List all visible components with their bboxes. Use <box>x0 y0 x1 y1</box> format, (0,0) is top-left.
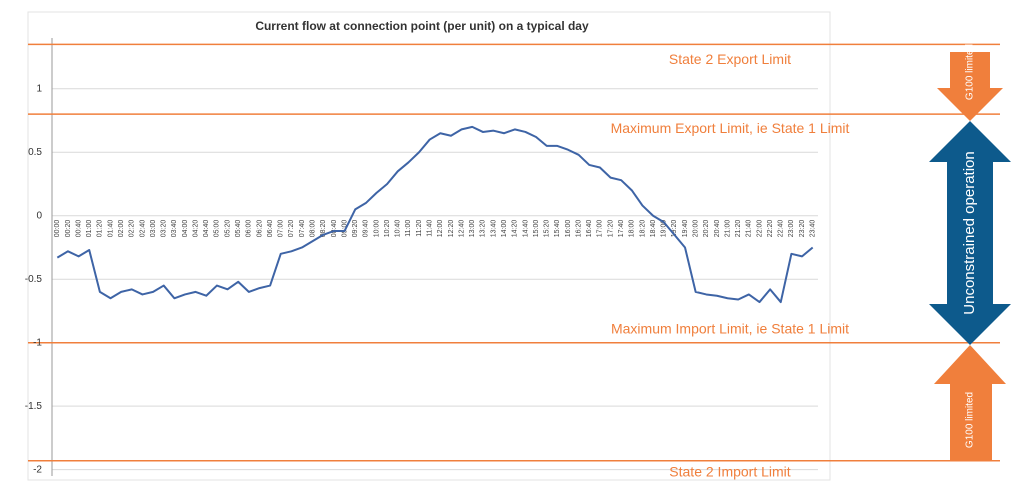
y-tick-label: -1.5 <box>25 401 43 412</box>
x-tick-label: 07:00 <box>278 220 285 238</box>
x-tick-label: 08:40 <box>331 220 338 238</box>
x-tick-label: 00:00 <box>54 220 61 238</box>
x-tick-label: 02:00 <box>118 220 125 238</box>
x-tick-label: 03:20 <box>161 220 168 238</box>
limit-label: Maximum Export Limit, ie State 1 Limit <box>611 120 850 136</box>
arrow-label: G100 limited <box>965 44 976 100</box>
arrow-label: Unconstrained operation <box>961 151 978 314</box>
limit-label: State 2 Export Limit <box>669 51 791 67</box>
x-tick-label: 05:20 <box>224 220 231 238</box>
data-line <box>56 125 814 304</box>
x-tick-label: 11:20 <box>416 220 423 237</box>
x-tick-label: 01:40 <box>107 220 114 238</box>
x-tick-label: 23:20 <box>799 220 806 238</box>
x-tick-label: 18:20 <box>639 220 646 238</box>
x-tick-label: 00:40 <box>75 220 82 238</box>
x-tick-label: 18:00 <box>629 220 636 238</box>
x-tick-label: 20:20 <box>703 220 710 238</box>
arrow-label: G100 limited <box>965 392 976 448</box>
x-tick-label: 20:40 <box>714 220 721 238</box>
x-tick-label: 08:20 <box>320 220 327 238</box>
x-tick-label: 02:20 <box>129 220 136 238</box>
x-tick-label: 02:40 <box>139 220 146 238</box>
limit-label: State 2 Import Limit <box>669 463 790 479</box>
x-tick-label: 23:40 <box>810 220 817 238</box>
x-tick-label: 19:40 <box>682 220 689 238</box>
y-tick-label: 0 <box>36 210 42 221</box>
x-tick-label: 21:00 <box>724 220 731 238</box>
limit-label: Maximum Import Limit, ie State 1 Limit <box>611 320 849 336</box>
x-tick-label: 11:00 <box>405 220 412 237</box>
x-tick-label: 18:40 <box>650 220 657 238</box>
y-tick-label: -1 <box>33 337 42 348</box>
x-tick-label: 14:40 <box>522 220 529 238</box>
x-tick-label: 13:40 <box>490 220 497 238</box>
x-tick-label: 09:20 <box>352 220 359 238</box>
x-tick-label: 19:20 <box>671 220 678 238</box>
x-tick-label: 12:40 <box>458 220 465 238</box>
x-tick-label: 06:40 <box>267 220 274 238</box>
x-tick-label: 21:20 <box>735 220 742 238</box>
x-tick-label: 04:40 <box>203 220 210 238</box>
x-tick-label: 01:00 <box>86 220 93 238</box>
x-tick-label: 11:40 <box>427 220 434 237</box>
y-tick-label: 0.5 <box>28 147 42 158</box>
x-tick-label: 05:40 <box>235 220 242 238</box>
chart-title: Current flow at connection point (per un… <box>255 19 589 33</box>
x-tick-label: 09:40 <box>363 220 370 238</box>
x-tick-label: 20:00 <box>692 220 699 238</box>
x-tick-label: 14:20 <box>512 220 519 238</box>
x-tick-label: 00:20 <box>65 220 72 238</box>
y-tick-label: 1 <box>36 83 42 94</box>
x-tick-label: 01:20 <box>97 220 104 238</box>
x-tick-label: 15:00 <box>533 220 540 238</box>
x-tick-label: 22:00 <box>756 220 763 238</box>
x-tick-label: 10:00 <box>373 220 380 238</box>
x-tick-label: 15:40 <box>554 220 561 238</box>
top-arrow <box>937 52 1003 121</box>
x-tick-label: 16:20 <box>575 220 582 238</box>
chart-frame <box>27 11 831 481</box>
x-tick-label: 13:20 <box>480 220 487 238</box>
x-tick-label: 17:20 <box>607 220 614 238</box>
x-tick-label: 21:40 <box>746 220 753 238</box>
y-tick-label: -2 <box>33 464 42 475</box>
bottom-arrow <box>934 345 1006 461</box>
x-tick-label: 03:00 <box>150 220 157 238</box>
x-tick-label: 12:00 <box>437 220 444 238</box>
x-tick-label: 03:40 <box>171 220 178 238</box>
x-tick-label: 22:20 <box>767 220 774 238</box>
x-tick-label: 19:00 <box>661 220 668 238</box>
x-tick-label: 17:00 <box>597 220 604 238</box>
x-tick-label: 14:00 <box>501 220 508 238</box>
x-tick-label: 16:40 <box>586 220 593 238</box>
double-arrow <box>929 121 1011 345</box>
x-tick-label: 05:00 <box>214 220 221 238</box>
x-tick-label: 16:00 <box>565 220 572 238</box>
y-tick-label: -0.5 <box>25 274 43 285</box>
x-tick-label: 17:40 <box>618 220 625 238</box>
x-tick-label: 12:20 <box>448 220 455 238</box>
x-tick-label: 06:00 <box>246 220 253 238</box>
x-tick-label: 04:00 <box>182 220 189 238</box>
x-tick-label: 15:20 <box>544 220 551 238</box>
x-tick-label: 10:40 <box>395 220 402 238</box>
x-tick-label: 22:40 <box>778 220 785 238</box>
x-tick-label: 13:00 <box>469 220 476 238</box>
x-tick-label: 08:00 <box>309 220 316 238</box>
x-tick-label: 10:20 <box>384 220 391 238</box>
x-tick-label: 07:40 <box>299 220 306 238</box>
x-tick-label: 04:20 <box>192 220 199 238</box>
x-tick-label: 23:00 <box>788 220 795 238</box>
x-tick-label: 07:20 <box>288 220 295 238</box>
x-tick-label: 06:20 <box>256 220 263 238</box>
